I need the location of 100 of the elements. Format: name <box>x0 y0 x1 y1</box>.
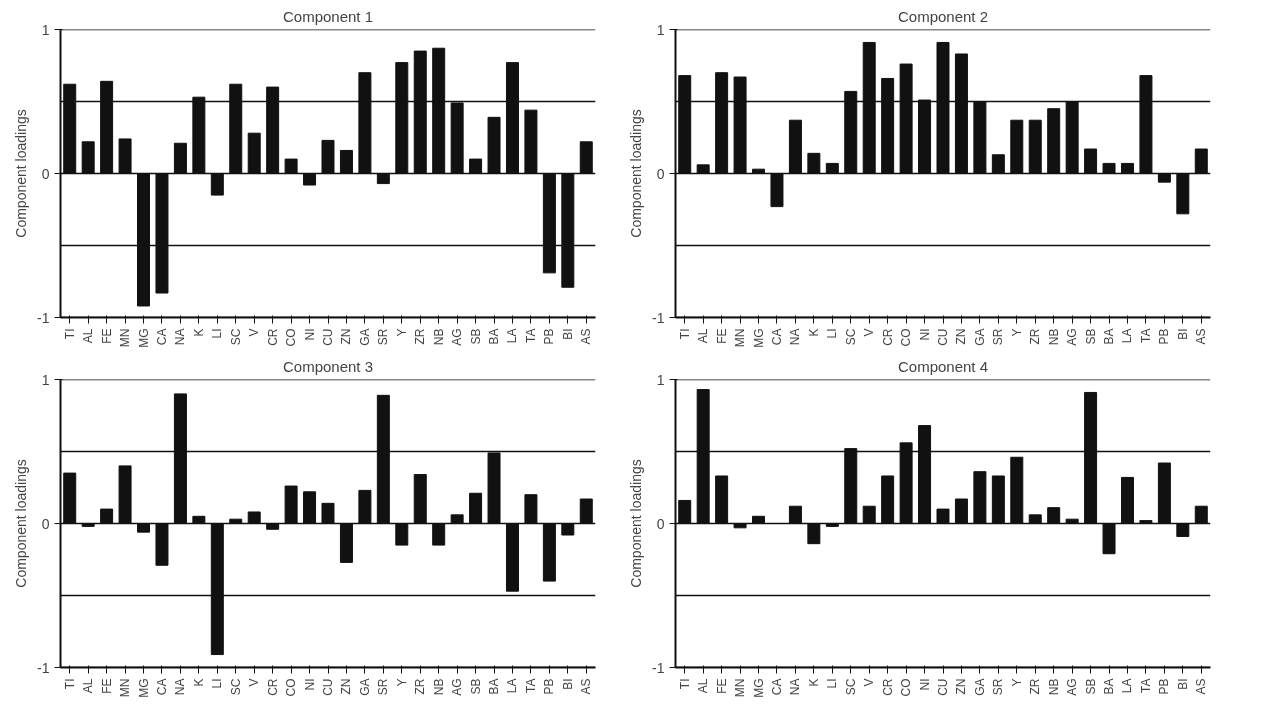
x-tick-label: FE <box>714 678 729 694</box>
x-tick-label: MN <box>733 328 748 348</box>
chart-title: Component 1 <box>282 7 374 25</box>
x-tick-label: CU <box>321 328 335 346</box>
x-tick-label: V <box>247 328 262 337</box>
x-tick-label: SB <box>468 328 483 345</box>
y-tick-label: -1 <box>37 659 50 676</box>
x-tick-label: NA <box>173 678 188 696</box>
x-tick-label: CA <box>154 678 169 696</box>
x-tick-label: SC <box>843 678 858 696</box>
x-tick-label: AS <box>579 328 594 345</box>
x-tick-label: CO <box>899 678 914 697</box>
x-tick-label: ZR <box>1028 328 1043 345</box>
x-tick-label: K <box>806 328 821 337</box>
x-tick-label: SC <box>228 678 243 696</box>
x-tick-label: Y <box>394 328 409 337</box>
x-tick-label: K <box>806 678 821 687</box>
x-tick-label: LI <box>210 678 225 689</box>
x-tick-label: Y <box>394 678 409 687</box>
x-tick-label: LA <box>505 678 520 694</box>
x-tick-label: TI <box>677 678 692 690</box>
x-tick-label: NA <box>173 328 188 346</box>
x-tick-label: CO <box>899 328 914 347</box>
x-tick-label: SC <box>843 328 858 346</box>
x-tick-label: MN <box>733 678 748 698</box>
y-tick-label: 0 <box>41 165 50 182</box>
x-tick-label: ZR <box>1028 678 1043 695</box>
x-tick-label: TA <box>1138 678 1153 693</box>
x-tick-label: AS <box>1194 678 1209 695</box>
y-tick-label: 1 <box>656 21 665 38</box>
x-tick-label: NI <box>302 328 317 341</box>
x-tick-label: BI <box>560 678 575 690</box>
x-tick-label: V <box>247 678 262 687</box>
x-tick-label: NB <box>431 678 446 696</box>
x-tick-label: SB <box>1083 328 1098 345</box>
x-tick-label: MN <box>118 328 133 348</box>
x-tick-label: MG <box>751 678 766 698</box>
x-tick-label: GA <box>357 678 372 696</box>
x-tick-label: LA <box>1120 328 1135 344</box>
x-tick-label: V <box>862 678 877 687</box>
y-tick-label: 0 <box>656 515 665 532</box>
y-tick-label: 1 <box>41 371 50 388</box>
x-tick-label: MG <box>136 328 151 348</box>
y-axis-title: Component loadings <box>628 109 645 238</box>
x-tick-label: ZR <box>413 678 428 695</box>
x-tick-label: MG <box>136 678 151 698</box>
x-tick-label: LI <box>825 328 840 339</box>
x-tick-label: GA <box>972 328 987 346</box>
x-tick-label: Y <box>1009 678 1024 687</box>
y-axis-title: Component loadings <box>628 459 645 588</box>
x-tick-label: NA <box>788 328 803 346</box>
x-tick-label: PB <box>542 328 557 345</box>
x-tick-label: V <box>862 328 877 337</box>
x-tick-label: SR <box>376 678 391 696</box>
y-tick-label: -1 <box>652 309 665 326</box>
x-tick-label: K <box>191 678 206 687</box>
x-tick-label: NI <box>917 328 932 341</box>
x-tick-label: CA <box>154 328 169 346</box>
x-tick-label: AG <box>450 678 465 696</box>
x-tick-label: SB <box>1083 678 1098 695</box>
x-tick-label: LA <box>505 328 520 344</box>
x-tick-label: SR <box>376 328 391 346</box>
x-tick-label: AL <box>81 328 96 344</box>
x-tick-label: FE <box>99 678 114 694</box>
x-tick-label: LI <box>825 678 840 689</box>
chart-title: Component 3 <box>282 357 374 375</box>
x-tick-label: NI <box>302 678 317 691</box>
x-tick-label: TA <box>523 328 538 343</box>
y-tick-label: 1 <box>41 21 50 38</box>
y-tick-label: -1 <box>652 659 665 676</box>
x-tick-label: NI <box>917 678 932 691</box>
x-tick-label: Y <box>1009 328 1024 337</box>
x-tick-label: AS <box>1194 328 1209 345</box>
x-tick-label: CO <box>284 678 299 697</box>
x-tick-label: NB <box>1046 328 1061 346</box>
x-tick-label: SR <box>991 328 1006 346</box>
x-tick-label: SR <box>991 678 1006 696</box>
x-tick-label: GA <box>357 328 372 346</box>
x-tick-label: BA <box>1102 678 1117 695</box>
x-tick-label: MN <box>118 678 133 698</box>
x-tick-label: AG <box>1065 678 1080 696</box>
x-tick-label: GA <box>972 678 987 696</box>
y-tick-label: 0 <box>41 515 50 532</box>
x-tick-label: NA <box>788 678 803 696</box>
x-tick-label: CR <box>265 328 280 346</box>
x-tick-label: CA <box>769 328 784 346</box>
x-tick-label: AS <box>579 678 594 695</box>
y-axis-title: Component loadings <box>13 109 30 238</box>
x-tick-label: TA <box>1138 328 1153 343</box>
x-tick-label: PB <box>1157 678 1172 695</box>
x-tick-label: AL <box>696 328 711 344</box>
y-tick-label: 0 <box>656 165 665 182</box>
x-tick-label: ZN <box>954 678 969 695</box>
x-tick-label: FE <box>99 328 114 344</box>
y-axis-title: Component loadings <box>13 459 30 588</box>
x-tick-label: LI <box>210 328 225 339</box>
x-tick-label: TI <box>62 328 77 340</box>
x-tick-label: AL <box>81 678 96 694</box>
x-tick-label: CR <box>880 678 895 696</box>
x-tick-label: CO <box>284 328 299 347</box>
